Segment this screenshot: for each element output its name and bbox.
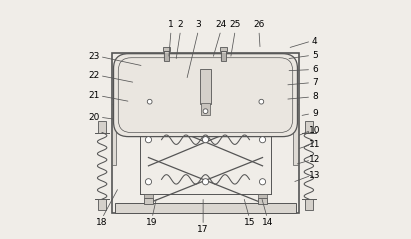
Text: 13: 13 [309, 171, 321, 180]
FancyBboxPatch shape [258, 198, 267, 204]
Text: 2: 2 [178, 20, 183, 29]
Text: 3: 3 [196, 20, 201, 29]
Text: 23: 23 [88, 52, 99, 61]
Text: 22: 22 [88, 71, 99, 80]
FancyBboxPatch shape [220, 47, 226, 51]
FancyBboxPatch shape [98, 199, 106, 210]
FancyBboxPatch shape [115, 203, 296, 213]
Text: 9: 9 [312, 109, 318, 118]
Circle shape [145, 179, 152, 185]
Circle shape [259, 99, 264, 104]
FancyBboxPatch shape [258, 194, 267, 198]
Text: 6: 6 [312, 65, 318, 74]
Circle shape [203, 109, 208, 114]
FancyBboxPatch shape [144, 198, 153, 204]
Text: 19: 19 [146, 218, 158, 227]
FancyBboxPatch shape [112, 104, 116, 165]
Circle shape [145, 137, 152, 143]
Circle shape [147, 99, 152, 104]
Circle shape [259, 137, 266, 143]
FancyBboxPatch shape [138, 102, 273, 104]
Text: 14: 14 [261, 218, 273, 227]
FancyBboxPatch shape [98, 121, 106, 133]
FancyBboxPatch shape [115, 60, 296, 72]
FancyBboxPatch shape [113, 54, 298, 137]
Circle shape [259, 179, 266, 185]
FancyBboxPatch shape [144, 194, 153, 198]
FancyBboxPatch shape [201, 103, 210, 115]
Text: 26: 26 [253, 20, 265, 29]
Text: 15: 15 [244, 218, 255, 227]
FancyBboxPatch shape [164, 51, 169, 60]
Text: 21: 21 [88, 91, 99, 100]
Text: 1: 1 [168, 20, 174, 29]
Text: 4: 4 [312, 37, 318, 46]
Text: 8: 8 [312, 92, 318, 101]
FancyBboxPatch shape [221, 51, 226, 60]
Text: 18: 18 [97, 218, 108, 227]
FancyBboxPatch shape [138, 104, 273, 109]
FancyBboxPatch shape [200, 69, 211, 104]
FancyBboxPatch shape [305, 121, 313, 133]
Text: 10: 10 [309, 126, 321, 135]
Text: 5: 5 [312, 51, 318, 60]
FancyBboxPatch shape [305, 199, 313, 210]
Text: 24: 24 [215, 20, 226, 29]
Circle shape [202, 137, 209, 143]
Text: 7: 7 [312, 78, 318, 87]
FancyBboxPatch shape [163, 47, 170, 51]
Circle shape [202, 179, 209, 185]
Text: 12: 12 [309, 155, 321, 164]
Text: 25: 25 [229, 20, 241, 29]
Text: 17: 17 [197, 225, 209, 234]
Text: 11: 11 [309, 140, 321, 149]
Text: 20: 20 [88, 113, 99, 122]
FancyBboxPatch shape [293, 104, 298, 165]
